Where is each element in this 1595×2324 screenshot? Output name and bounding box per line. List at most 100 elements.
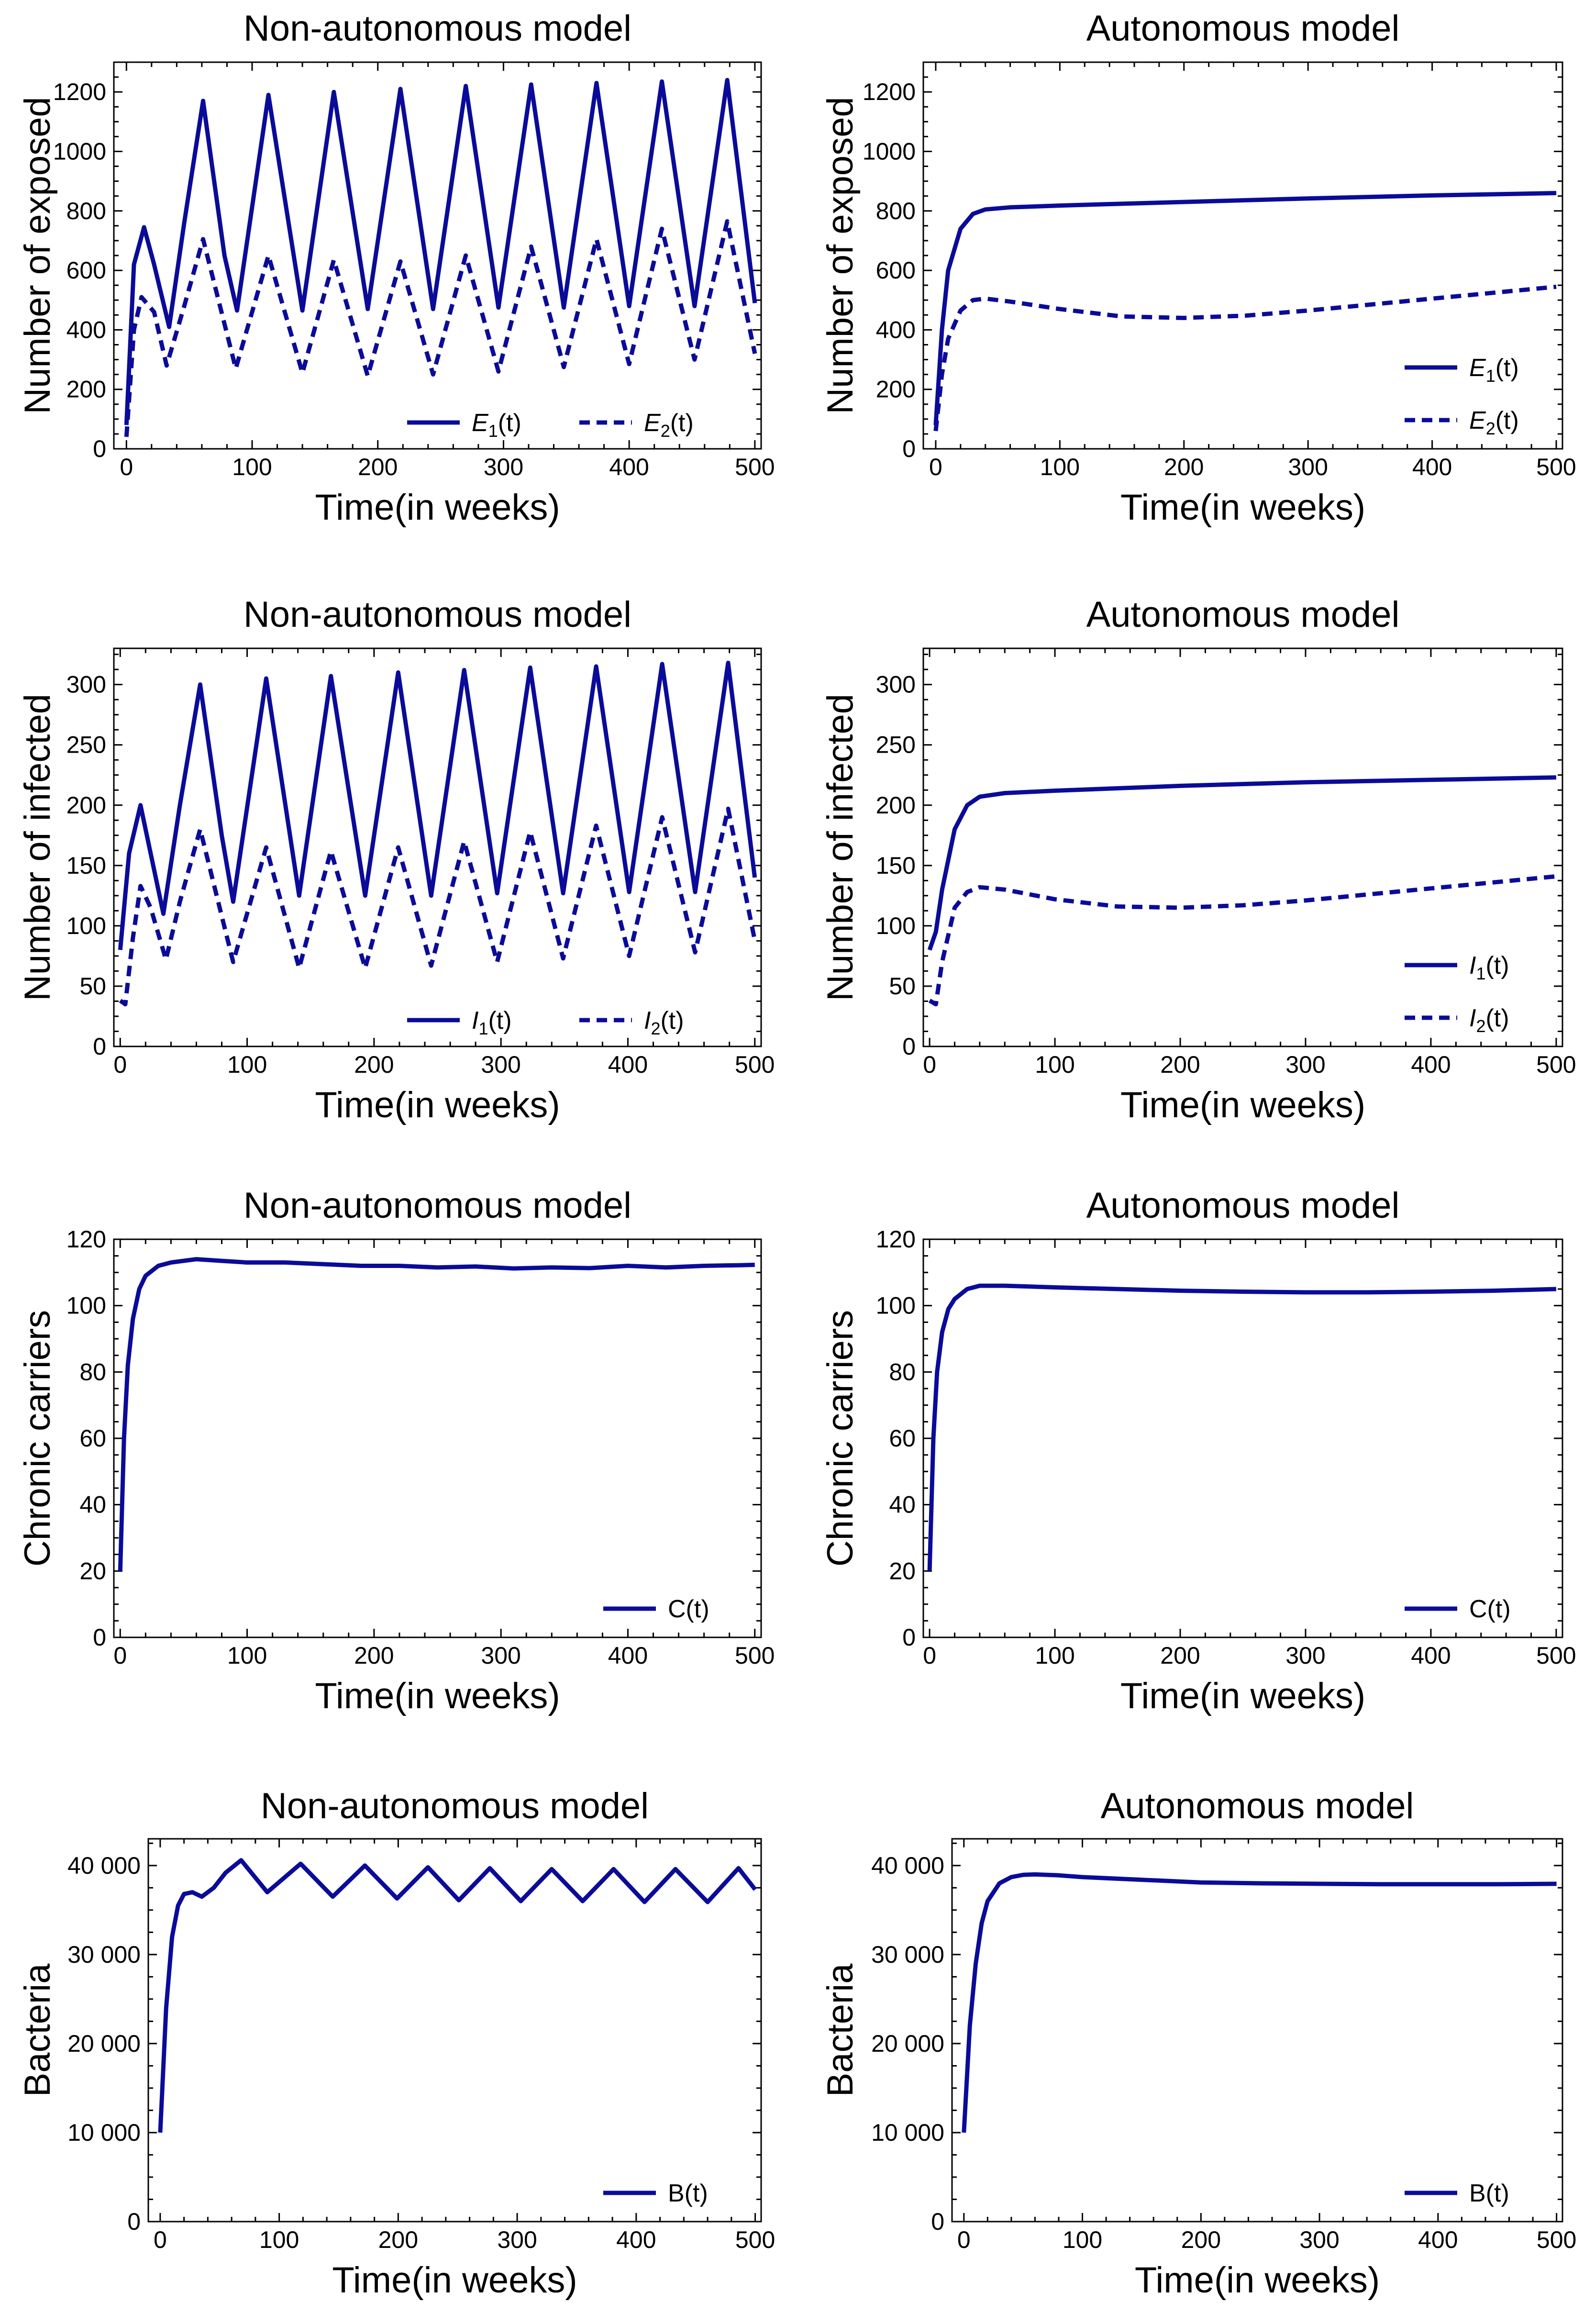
plot-frame	[951, 1838, 1563, 2223]
x-axis-label: Time(in weeks)	[332, 2260, 577, 2301]
plot-frame	[113, 61, 762, 450]
x-tick-label: 100	[1040, 454, 1080, 480]
y-tick-label: 0	[93, 1624, 106, 1651]
y-tick-label: 0	[931, 2208, 944, 2235]
x-tick-label: 0	[154, 2226, 167, 2253]
x-tick-label: 100	[227, 1642, 267, 1669]
y-tick-label: 200	[66, 376, 106, 403]
y-tick-label: 40	[79, 1491, 106, 1518]
chart-chronic-autonomous: Autonomous model 0 100 200 300 400 500 0 20 40 60 8…	[820, 1185, 1576, 1716]
x-tick-label: 400	[608, 1642, 648, 1669]
legend-entry: B(t)	[1469, 2179, 1509, 2207]
legend-entry: I1(t)	[1469, 952, 1509, 983]
x-tick-label: 0	[113, 1642, 127, 1669]
series-line-E2(t)	[933, 284, 1557, 432]
x-tick-label: 200	[354, 1051, 394, 1078]
x-tick-label: 500	[735, 1642, 775, 1669]
x-tick-label: 200	[354, 1642, 394, 1669]
y-tick-label: 100	[876, 1292, 916, 1319]
y-tick-label: 600	[876, 257, 916, 284]
y-axis-label: Number of infected	[17, 694, 58, 1001]
legend: C(t)	[603, 1595, 709, 1623]
x-tick-label: 500	[1536, 1051, 1576, 1078]
y-tick-label: 100	[66, 912, 106, 939]
legend: E1(t) E2(t)	[1405, 354, 1519, 438]
chart-exposed-autonomous: Autonomous model 0 100 200 300 400 500 0 200 400 6…	[820, 8, 1576, 528]
y-tick-label: 40 000	[67, 1852, 141, 1879]
x-tick-label: 300	[1285, 1642, 1325, 1669]
y-tick-label: 1200	[863, 78, 916, 105]
legend-entry: E2(t)	[1469, 407, 1519, 438]
x-tick-label: 500	[1536, 454, 1576, 480]
y-tick-label: 1200	[53, 78, 106, 105]
y-tick-label: 250	[66, 732, 106, 758]
plot-frame	[922, 647, 1563, 1047]
legend-entry: E1(t)	[1469, 354, 1519, 386]
x-axis-label: Time(in weeks)	[315, 1676, 560, 1716]
chart-exposed-non-autonomous: Non-autonomous model 0 100 200 300 400 500 0 200…	[17, 8, 775, 528]
y-tick-label: 50	[79, 973, 106, 1000]
x-tick-label: 0	[923, 1642, 936, 1669]
y-tick-label: 40	[889, 1491, 916, 1518]
x-tick-label: 100	[1035, 1642, 1074, 1669]
y-tick-label: 0	[902, 1033, 916, 1060]
y-tick-label: 0	[127, 2208, 141, 2235]
y-tick-label: 10 000	[871, 2119, 944, 2146]
chart-bacteria-autonomous: Autonomous model 0 100 200 300 400 500 0 10 000 2…	[820, 1786, 1576, 2301]
chart-bacteria-non-autonomous: Non-autonomous model 0 100 200 300 400 500 0 10 …	[17, 1786, 775, 2301]
y-axis-label: Number of infected	[820, 694, 861, 1001]
y-tick-label: 60	[889, 1425, 916, 1452]
y-tick-label: 300	[66, 671, 106, 698]
x-tick-label: 100	[227, 1051, 267, 1078]
y-tick-label: 80	[889, 1358, 916, 1385]
plot-frame	[922, 61, 1563, 450]
chart-title: Autonomous model	[1101, 1786, 1414, 1826]
series-line-E1(t)	[933, 191, 1557, 425]
legend: E1(t) E2(t)	[407, 409, 694, 441]
series-line-E2(t)	[124, 219, 757, 437]
x-tick-label: 0	[113, 1051, 127, 1078]
x-tick-label: 200	[378, 2226, 418, 2253]
y-axis-label: Bacteria	[820, 1963, 861, 2097]
x-axis-label: Time(in weeks)	[315, 1085, 560, 1125]
series-line-B(t)	[158, 1858, 757, 2133]
y-axis-label: Chronic carriers	[17, 1310, 58, 1567]
chart-title: Autonomous model	[1086, 1185, 1400, 1226]
y-tick-label: 0	[902, 1624, 916, 1651]
y-tick-label: 600	[66, 257, 106, 284]
legend: B(t)	[603, 2179, 708, 2207]
y-tick-label: 800	[876, 198, 916, 224]
y-tick-label: 30 000	[67, 1941, 141, 1968]
legend: B(t)	[1405, 2179, 1509, 2207]
x-axis-label: Time(in weeks)	[1120, 1676, 1365, 1716]
y-tick-label: 1000	[53, 138, 106, 165]
chart-title: Non-autonomous model	[244, 594, 631, 635]
x-axis-label: Time(in weeks)	[1120, 487, 1365, 528]
y-tick-label: 1000	[863, 138, 916, 165]
y-tick-label: 30 000	[871, 1941, 944, 1968]
y-tick-label: 100	[876, 912, 916, 939]
x-tick-label: 0	[957, 2226, 971, 2253]
series-line-I1(t)	[927, 775, 1556, 951]
x-tick-label: 300	[481, 1642, 521, 1669]
x-tick-label: 100	[1035, 1051, 1074, 1078]
y-tick-label: 100	[66, 1292, 106, 1319]
legend-entry: E1(t)	[472, 409, 521, 441]
x-tick-label: 400	[1411, 1642, 1451, 1669]
x-tick-label: 500	[735, 454, 775, 480]
y-tick-label: 150	[876, 852, 916, 879]
chart-chronic-non-autonomous: Non-autonomous model 0 100 200 300 400 500 0 20 4…	[17, 1185, 775, 1716]
x-tick-label: 500	[735, 2226, 775, 2253]
y-tick-label: 250	[876, 732, 916, 758]
x-tick-label: 100	[232, 454, 272, 480]
x-tick-label: 300	[1288, 454, 1328, 480]
y-tick-label: 120	[66, 1226, 106, 1253]
x-tick-label: 400	[1412, 454, 1452, 480]
x-tick-label: 200	[1160, 1051, 1200, 1078]
x-tick-label: 400	[1418, 2226, 1458, 2253]
x-axis-label: Time(in weeks)	[315, 487, 560, 528]
x-tick-label: 100	[1063, 2226, 1102, 2253]
x-axis-label: Time(in weeks)	[1135, 2260, 1380, 2301]
